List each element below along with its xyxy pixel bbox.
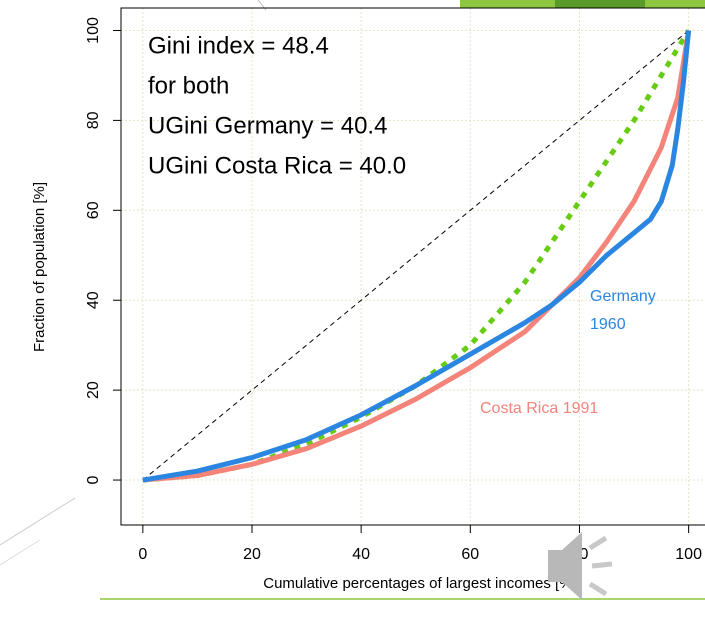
x-tick-label: 0	[138, 546, 147, 563]
speaker-icon	[548, 532, 613, 600]
speaker-part	[588, 581, 608, 597]
series-label: Germany 1960	[590, 288, 656, 333]
y-axis-label: Fraction of population [%]	[31, 182, 48, 352]
annotation: UGini Costa Rica = 40.0	[148, 152, 406, 179]
x-tick-label: 100	[675, 546, 702, 563]
x-axis-label: Cumulative percentages of largest income…	[263, 575, 576, 592]
annotation: Gini index = 48.4	[148, 32, 329, 59]
y-tick-label: 60	[85, 201, 102, 219]
series-label: Costa Rica 1991	[480, 400, 599, 417]
x-tick-label: 60	[461, 546, 479, 563]
speaker-part	[588, 535, 608, 551]
y-tick-label: 100	[85, 17, 102, 44]
x-tick-label: 20	[243, 546, 261, 563]
y-tick-label: 0	[85, 475, 102, 484]
plot-frame	[120, 7, 705, 526]
series-line	[142, 30, 689, 481]
x-tick-label: 40	[352, 546, 370, 563]
y-tick-label: 20	[85, 381, 102, 399]
speaker-part	[591, 561, 613, 569]
speaker-part	[548, 532, 582, 600]
annotation: for both	[148, 72, 229, 99]
annotation: UGini Germany = 40.4	[148, 112, 387, 139]
series-line	[142, 30, 692, 483]
y-tick-label: 80	[85, 111, 102, 129]
slide-top-bar-accent	[555, 0, 645, 8]
slide-decoration	[0, 497, 76, 546]
slide-decoration	[0, 539, 41, 566]
y-tick-label: 40	[85, 291, 102, 309]
series-line	[142, 30, 692, 483]
